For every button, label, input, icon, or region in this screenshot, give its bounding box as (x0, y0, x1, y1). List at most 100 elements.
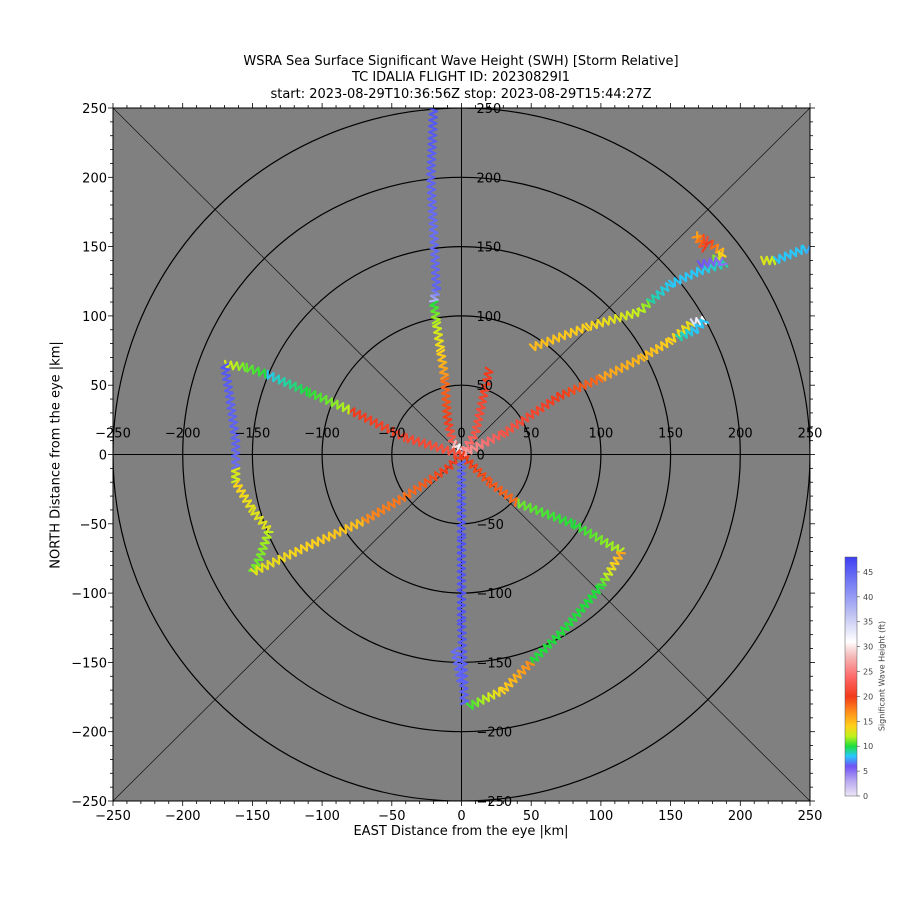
x-tick-label: 50 (523, 809, 540, 824)
x-inner-tick-label: −50 (378, 427, 405, 442)
track-mark (694, 323, 700, 334)
y-tick-label: −250 (71, 795, 107, 810)
y-tick-label: −50 (80, 518, 107, 533)
track-mark (685, 321, 695, 327)
x-tick-label: 200 (728, 809, 753, 824)
track-segment (456, 460, 469, 706)
y-inner-tick-label: −200 (477, 726, 513, 741)
y-inner-tick-label: −250 (477, 795, 513, 810)
x-tick-label: −150 (235, 809, 271, 824)
y-inner-tick-label: −50 (477, 518, 504, 533)
x-inner-tick-label: 200 (728, 427, 753, 442)
colorbar-tick-label: 40 (863, 593, 873, 602)
colorbar-tick-label: 15 (863, 717, 873, 726)
y-tick-label: 250 (82, 102, 107, 117)
y-axis-label: NORTH Distance from the eye |km| (48, 341, 64, 569)
track-mark (255, 553, 264, 561)
y-tick-label: −200 (71, 726, 107, 741)
track-segment (772, 244, 810, 264)
x-axis-label: EAST Distance from the eye |km| (353, 824, 569, 839)
track-mark (637, 354, 646, 362)
track-mark (456, 679, 467, 684)
track-mark (248, 504, 256, 513)
x-tick-label: 150 (658, 809, 683, 824)
track-mark (456, 616, 467, 622)
y-tick-label: 50 (90, 379, 107, 394)
x-inner-tick-label: −250 (95, 427, 131, 442)
track-mark (456, 533, 467, 539)
y-inner-tick-label: 0 (477, 449, 485, 464)
track-mark (497, 430, 507, 439)
track-segment (249, 516, 364, 576)
track-mark (245, 362, 249, 373)
colorbar-tick-label: 30 (863, 643, 873, 652)
track-segment (232, 479, 272, 535)
x-inner-tick-label: 50 (523, 427, 540, 442)
x-inner-tick-label: −100 (304, 427, 340, 442)
colorbar-label: Significant Wave Height (ft) (877, 620, 887, 732)
x-inner-tick-label: 150 (658, 427, 683, 442)
track-mark (555, 392, 560, 403)
track-segment (266, 369, 350, 415)
track-mark (664, 282, 675, 288)
colorbar-tick-label: 25 (863, 668, 873, 677)
track-segment (458, 375, 604, 458)
track-mark (595, 375, 604, 383)
track-mark (646, 298, 651, 309)
colorbar-scale (844, 556, 858, 797)
y-tick-label: −150 (71, 656, 107, 671)
track-mark (465, 702, 474, 710)
y-inner-tick-label: 200 (477, 171, 502, 186)
x-inner-tick-label: 0 (457, 427, 465, 442)
track-segment (646, 259, 729, 304)
x-inner-tick-label: −200 (165, 427, 201, 442)
track-segment (459, 450, 519, 507)
track-segment (429, 300, 449, 380)
y-inner-tick-label: −100 (477, 587, 513, 602)
x-tick-label: 250 (798, 809, 823, 824)
x-inner-tick-label: 100 (588, 427, 613, 442)
colorbar-tick-label: 0 (863, 792, 868, 801)
track-segment (528, 298, 651, 352)
chart-subtitle-times: start: 2023-08-29T10:36:56Z stop: 2023-0… (270, 87, 652, 102)
colorbar-tick-label: 35 (863, 618, 873, 627)
y-inner-tick-label: −150 (477, 656, 513, 671)
track-mark (665, 338, 674, 346)
x-tick-label: −200 (165, 809, 201, 824)
track-segment (465, 660, 535, 710)
range-ring (321, 315, 602, 594)
colorbar-tick-label: 5 (863, 767, 868, 776)
track-segment (426, 108, 442, 303)
track-mark (513, 497, 519, 507)
chart-subtitle-flight: TC IDALIA FLIGHT ID: 20230829I1 (351, 70, 571, 85)
y-tick-label: −100 (71, 587, 107, 602)
x-tick-label: 100 (588, 809, 613, 824)
track-mark (431, 284, 442, 290)
track-mark (428, 298, 439, 303)
track-segment (529, 551, 627, 667)
track-mark (596, 583, 607, 587)
y-inner-tick-label: 150 (477, 241, 502, 256)
track-mark (459, 699, 469, 706)
track-mark (230, 464, 241, 470)
y-inner-tick-label: 50 (477, 379, 494, 394)
track-mark (717, 262, 728, 267)
track-segment (674, 318, 710, 342)
track-segment (440, 376, 458, 444)
x-tick-label: −250 (95, 809, 131, 824)
y-tick-label: 100 (82, 310, 107, 325)
track-mark (431, 318, 441, 325)
y-inner-tick-label: 250 (477, 102, 502, 117)
track-segment (598, 321, 695, 382)
track-segment (696, 256, 728, 269)
track-segment (347, 407, 462, 460)
track-mark (230, 437, 241, 442)
colorbar-tick-label: 45 (863, 568, 873, 577)
track-mark (581, 323, 590, 332)
track-segment (360, 450, 463, 524)
track-mark (485, 476, 491, 486)
track-segment (760, 255, 777, 266)
track-mark (435, 345, 445, 353)
y-tick-label: 150 (82, 241, 107, 256)
